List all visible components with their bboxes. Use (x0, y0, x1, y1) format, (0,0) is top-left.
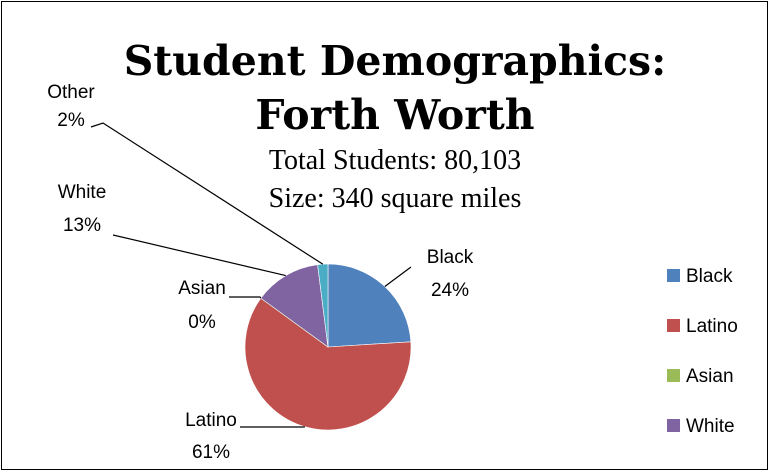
data-label-name-black: Black (427, 247, 474, 268)
leader-line-asian (229, 296, 262, 299)
data-label-name-white: White (58, 182, 107, 203)
legend-swatch-latino (667, 319, 680, 332)
pie-slice-white (260, 264, 329, 348)
chart-title-line2: Forth Worth (255, 91, 535, 139)
legend-label-white: White (686, 416, 735, 437)
data-label-percent-latino: 61% (192, 442, 230, 463)
chart-subtitle-size: Size: 340 square miles (268, 183, 522, 214)
legend-swatch-white (667, 419, 680, 432)
legend-label-asian: Asian (686, 366, 734, 387)
legend-swatch-black (667, 269, 680, 282)
data-label-percent-asian: 0% (188, 312, 216, 333)
leader-line-white (112, 234, 286, 277)
data-label-percent-other: 2% (57, 110, 85, 131)
data-label-percent-white: 13% (63, 215, 101, 236)
data-label-name-asian: Asian (178, 278, 226, 299)
chart-title: Student Demographics: (123, 37, 667, 85)
legend-swatch-asian (667, 369, 680, 382)
legend-label-black: Black (686, 266, 733, 287)
data-label-name-latino: Latino (185, 410, 237, 431)
data-label-percent-black: 24% (431, 280, 469, 301)
leader-line-other (90, 122, 324, 265)
leader-line-black (384, 266, 412, 287)
data-label-name-other: Other (47, 82, 95, 103)
chart-subtitle-total: Total Students: 80,103 (268, 145, 522, 176)
pie-slice-black (327, 263, 412, 348)
legend-label-latino: Latino (686, 316, 738, 337)
